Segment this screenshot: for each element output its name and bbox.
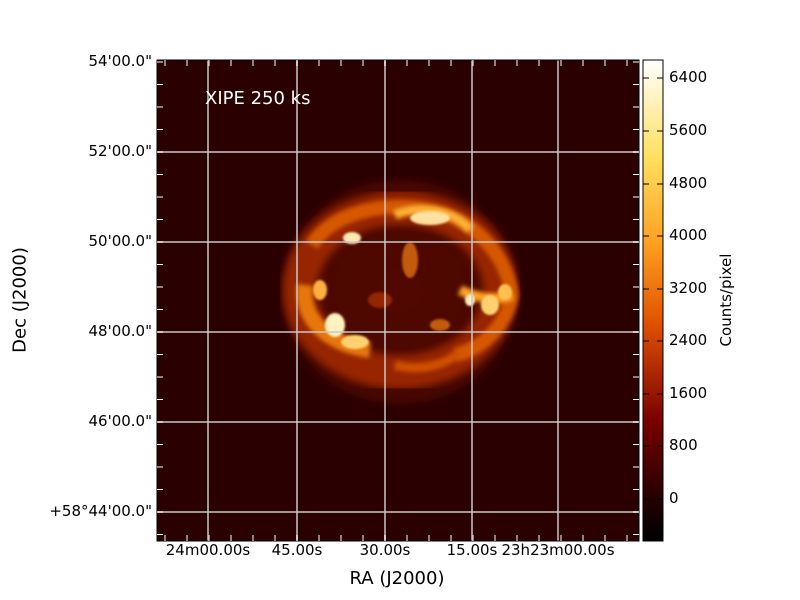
colorbar-title: Counts/pixel (717, 253, 735, 347)
colorbar-tick-label: 800 (669, 436, 698, 454)
frame-ticks (157, 60, 639, 541)
colorbar-tick-label: 1600 (669, 384, 708, 402)
coordinate-grid (157, 60, 639, 541)
y-tick-label: +58°44'00.0" (49, 502, 152, 520)
colorbar (642, 59, 664, 542)
colorbar-tick-label: 0 (669, 489, 679, 507)
x-axis-title: RA (J2000) (349, 568, 445, 589)
colorbar-tick-label: 5600 (669, 121, 708, 139)
y-tick-label: 46'00.0" (88, 412, 152, 430)
colorbar-tick-label: 2400 (669, 331, 708, 349)
y-axis-title: Dec (J2000) (9, 247, 31, 353)
exposure-annotation: XIPE 250 ks (205, 88, 311, 109)
x-tick-label: 23h23m00.00s (501, 541, 615, 559)
y-tick-label: 48'00.0" (88, 322, 152, 340)
x-tick-label: 15.00s (446, 541, 498, 559)
x-tick-label: 24m00.00s (165, 541, 251, 559)
y-tick-label: 52'00.0" (88, 142, 152, 160)
supernova-remnant (260, 160, 540, 420)
colorbar-tick-label: 4000 (669, 226, 708, 244)
y-tick-label: 54'00.0" (88, 52, 152, 70)
x-tick-label: 45.00s (271, 541, 323, 559)
image-frame (156, 59, 640, 542)
colorbar-tick-label: 3200 (669, 279, 708, 297)
colorbar-ticks (643, 77, 663, 500)
colorbar-tick-label: 6400 (669, 68, 708, 86)
y-tick-label: 50'00.0" (88, 232, 152, 250)
colorbar-tick-label: 4800 (669, 174, 708, 192)
x-tick-label: 30.00s (359, 541, 411, 559)
